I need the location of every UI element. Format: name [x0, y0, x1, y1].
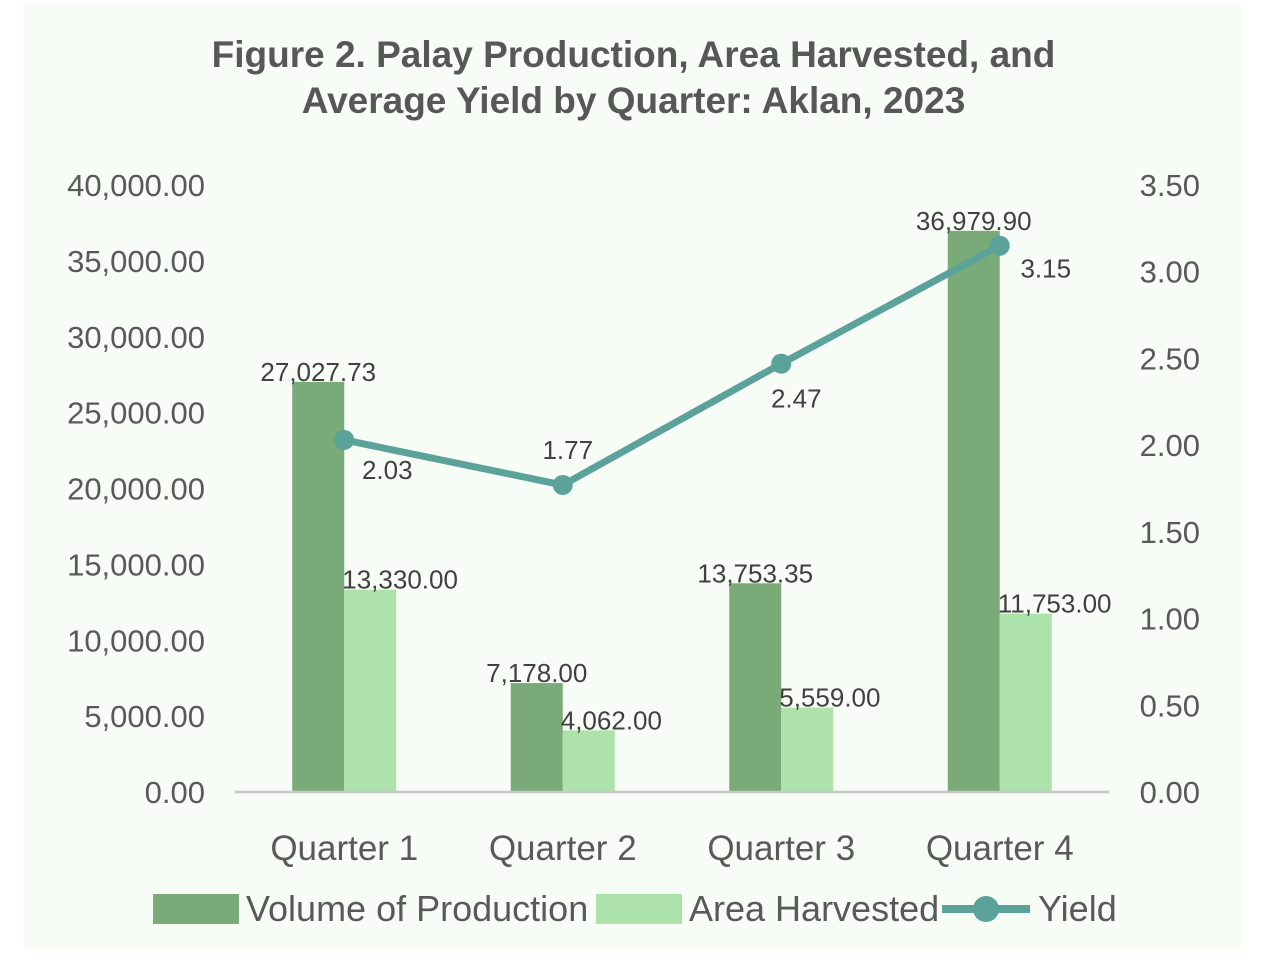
- bar-area-harvested: [781, 707, 834, 792]
- legend-swatch-yield: [942, 896, 1030, 922]
- data-label-yield: 3.15: [1020, 254, 1071, 284]
- point-yield: [334, 429, 355, 450]
- point-yield: [989, 235, 1010, 256]
- data-label-volume-of-production: 27,027.73: [260, 357, 376, 387]
- x-category-label: Quarter 4: [926, 829, 1074, 868]
- chart-title-line-1: Figure 2. Palay Production, Area Harvest…: [211, 34, 1056, 75]
- y-right-tick-label: 1.50: [1140, 515, 1200, 550]
- bar-volume-of-production: [947, 230, 1000, 792]
- y-left-tick-label: 30,000.00: [67, 320, 205, 355]
- data-label-area-harvested: 11,753.00: [998, 589, 1112, 619]
- series-line-yield: [340, 242, 1004, 489]
- chart-title-line-2: Average Yield by Quarter: Aklan, 2023: [301, 80, 966, 121]
- data-label-yield: 2.47: [771, 384, 822, 414]
- bar-volume-of-production: [729, 583, 782, 792]
- y-left-tick-label: 40,000.00: [67, 168, 205, 203]
- legend-item-yield: Yield: [940, 886, 1117, 932]
- y-right-tick-label: 3.00: [1140, 255, 1200, 290]
- data-label-volume-of-production: 13,753.35: [697, 558, 813, 588]
- y-right-tick-label: 2.00: [1140, 428, 1200, 463]
- legend-label-production: Volume of Production: [246, 888, 589, 929]
- bar-area-harvested: [344, 589, 397, 792]
- y-left-tick-label: 20,000.00: [67, 472, 205, 507]
- x-category-label: Quarter 3: [707, 829, 855, 868]
- y-right-tick-label: 1.00: [1140, 602, 1200, 637]
- y-left-tick-label: 25,000.00: [67, 396, 205, 431]
- legend-swatch-area: [596, 894, 682, 924]
- bar-area-harvested: [562, 730, 615, 792]
- x-category-label: Quarter 1: [270, 829, 418, 868]
- chart-legend: Volume of Production Area Harvested Yiel…: [0, 886, 1267, 932]
- x-category-label: Quarter 2: [489, 829, 637, 868]
- bar-volume-of-production: [292, 381, 345, 792]
- y-right-tick-label: 3.50: [1140, 168, 1200, 203]
- legend-item-production: Volume of Production: [153, 886, 588, 932]
- y-right-tick-label: 0.00: [1140, 775, 1200, 810]
- data-label-area-harvested: 5,559.00: [779, 683, 880, 713]
- chart-title: Figure 2. Palay Production, Area Harvest…: [0, 32, 1267, 124]
- bar-area-harvested: [999, 613, 1052, 792]
- y-left-tick-label: 5,000.00: [84, 699, 205, 734]
- point-yield: [771, 353, 792, 374]
- legend-label-yield: Yield: [1038, 888, 1117, 929]
- y-right-tick-label: 2.50: [1140, 341, 1200, 376]
- data-label-volume-of-production: 7,178.00: [486, 658, 587, 688]
- y-left-tick-label: 35,000.00: [67, 244, 205, 279]
- y-left-tick-label: 15,000.00: [67, 547, 205, 582]
- legend-swatch-production: [153, 894, 239, 924]
- data-label-area-harvested: 4,062.00: [561, 705, 662, 735]
- bar-volume-of-production: [510, 683, 563, 792]
- legend-item-area: Area Harvested: [596, 886, 939, 932]
- data-label-volume-of-production: 36,979.90: [916, 206, 1032, 236]
- data-label-yield: 1.77: [542, 435, 593, 465]
- data-label-area-harvested: 13,330.00: [342, 565, 458, 595]
- data-label-yield: 2.03: [362, 455, 413, 485]
- y-left-tick-label: 10,000.00: [67, 623, 205, 658]
- y-left-tick-label: 0.00: [145, 775, 205, 810]
- point-yield: [552, 475, 573, 496]
- legend-label-area: Area Harvested: [689, 888, 940, 929]
- y-right-tick-label: 0.50: [1140, 688, 1200, 723]
